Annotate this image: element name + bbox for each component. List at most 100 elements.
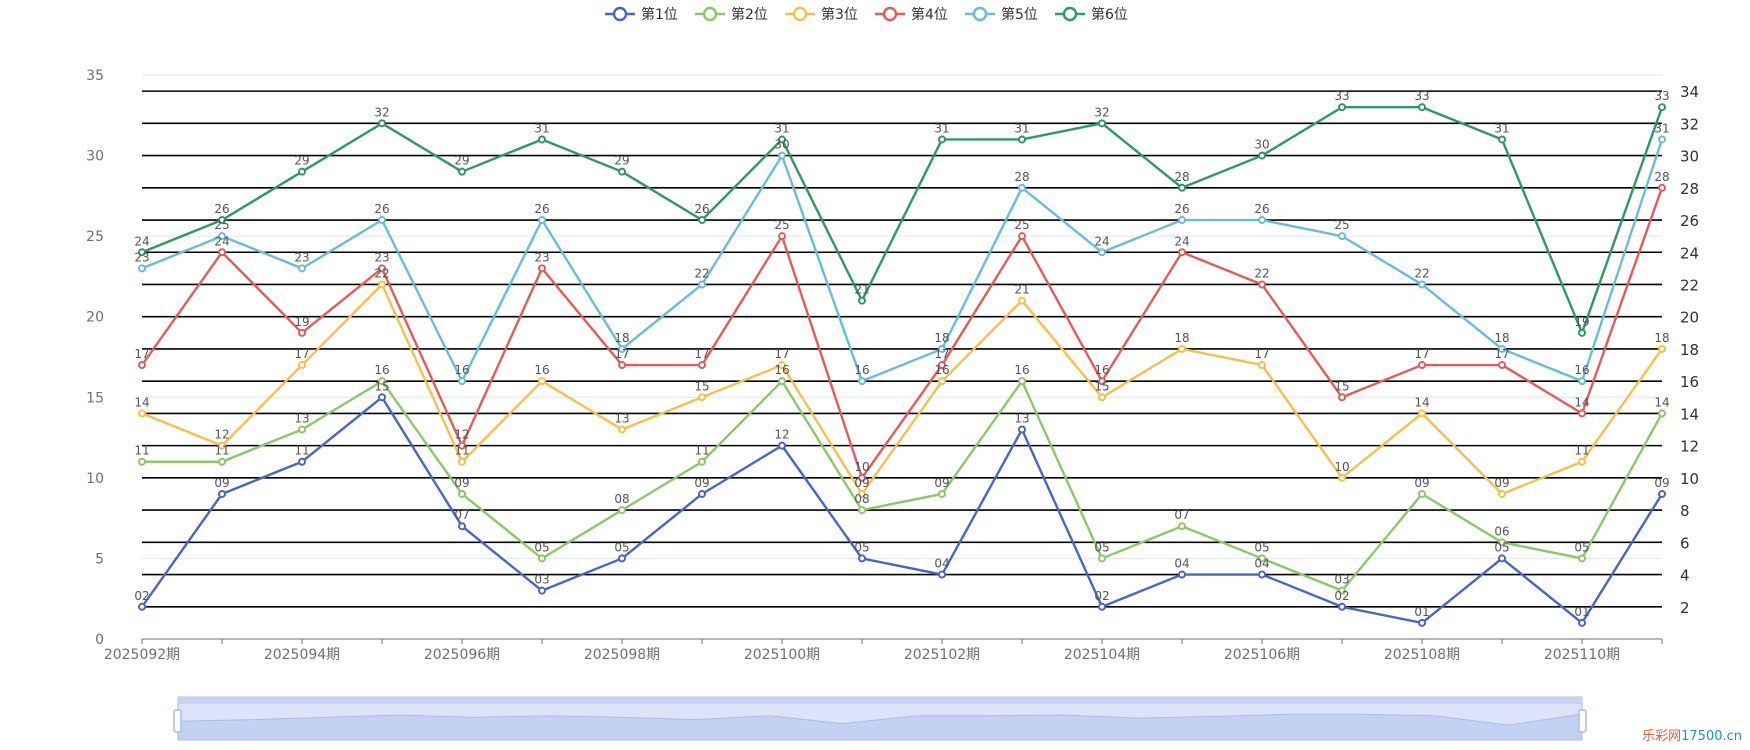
data-point xyxy=(1098,393,1106,402)
data-point xyxy=(778,361,786,370)
data-point xyxy=(138,248,146,257)
data-label: 30 xyxy=(1254,138,1269,152)
legend-label: 第3位 xyxy=(821,6,858,23)
legend-label: 第2位 xyxy=(731,6,768,23)
y-right-tick-label: 18 xyxy=(1680,341,1699,359)
data-label: 21 xyxy=(854,283,869,297)
data-point xyxy=(218,216,226,225)
data-label: 28 xyxy=(1014,170,1029,184)
data-label: 28 xyxy=(1654,170,1669,184)
series-line-6 xyxy=(141,106,1664,335)
data-point xyxy=(1178,183,1186,192)
legend-marker-icon xyxy=(612,6,628,22)
data-label: 23 xyxy=(294,250,309,264)
data-label: 02 xyxy=(134,589,149,603)
data-point xyxy=(938,344,946,353)
data-point xyxy=(538,554,546,563)
data-label: 09 xyxy=(454,476,469,490)
data-point xyxy=(378,393,386,402)
data-point xyxy=(1498,489,1506,498)
data-point xyxy=(1418,489,1426,498)
data-point xyxy=(218,232,226,241)
data-point xyxy=(858,554,866,563)
zoom-slider[interactable] xyxy=(173,696,1587,741)
data-label: 15 xyxy=(374,379,389,393)
data-label: 11 xyxy=(454,444,469,458)
slider-left-handle[interactable] xyxy=(173,709,182,733)
data-point xyxy=(1578,618,1586,627)
x-tick-label: 2025110期 xyxy=(1544,647,1620,663)
data-label: 29 xyxy=(294,154,309,168)
data-point xyxy=(1498,344,1506,353)
data-point xyxy=(698,489,706,498)
data-point xyxy=(538,586,546,595)
data-label: 22 xyxy=(1414,266,1429,280)
data-point xyxy=(1178,522,1186,531)
legend-item-1[interactable]: 第1位 xyxy=(605,6,678,23)
data-label: 16 xyxy=(934,363,949,377)
legend-item-5[interactable]: 第5位 xyxy=(965,6,1038,23)
data-label: 31 xyxy=(1494,121,1509,135)
data-point xyxy=(218,248,226,257)
data-label: 17 xyxy=(1254,347,1269,361)
x-tick-label: 2025100期 xyxy=(744,647,820,663)
legend-marker-icon xyxy=(882,6,898,22)
data-label: 14 xyxy=(134,395,149,409)
legend-item-3[interactable]: 第3位 xyxy=(785,6,858,23)
data-label: 04 xyxy=(1254,557,1269,571)
data-point xyxy=(1498,361,1506,370)
data-label: 25 xyxy=(214,218,229,232)
data-label: 16 xyxy=(1094,363,1109,377)
legend-marker-icon xyxy=(702,6,718,22)
series-line-3 xyxy=(141,283,1663,496)
data-label: 23 xyxy=(134,250,149,264)
data-point xyxy=(458,441,466,450)
slider-right-handle[interactable] xyxy=(1578,709,1587,733)
data-label: 13 xyxy=(1014,412,1029,426)
y-left-tick-label: 20 xyxy=(86,310,104,326)
data-label: 18 xyxy=(1494,331,1509,345)
data-point xyxy=(698,216,706,225)
data-label: 19 xyxy=(1574,315,1589,329)
data-point xyxy=(1018,377,1026,386)
data-point xyxy=(1178,344,1186,353)
legend-item-6[interactable]: 第6位 xyxy=(1055,6,1128,23)
data-label: 22 xyxy=(694,266,709,280)
series-line-5 xyxy=(141,139,1664,383)
data-label: 17 xyxy=(614,347,629,361)
data-label: 18 xyxy=(934,331,949,345)
data-label: 25 xyxy=(1334,218,1349,232)
legend[interactable]: 第1位 第2位 第3位 第4位 第5位 第6位 xyxy=(605,6,1128,23)
data-point xyxy=(1578,377,1586,386)
data-label: 33 xyxy=(1334,89,1349,103)
data-label: 22 xyxy=(374,266,389,280)
data-label: 05 xyxy=(1494,540,1509,554)
data-point xyxy=(858,473,866,482)
data-label: 11 xyxy=(1574,444,1589,458)
data-point xyxy=(698,457,706,466)
data-point xyxy=(1178,570,1186,579)
data-point xyxy=(778,151,786,160)
data-point xyxy=(1338,393,1346,402)
data-label: 25 xyxy=(1014,218,1029,232)
y-left-tick-label: 0 xyxy=(95,632,104,648)
data-point xyxy=(1658,135,1666,144)
data-label: 17 xyxy=(1414,347,1429,361)
data-label: 17 xyxy=(1494,347,1509,361)
data-point xyxy=(458,167,466,176)
data-point xyxy=(138,361,146,370)
data-label: 16 xyxy=(534,363,549,377)
slider-top-bar[interactable] xyxy=(178,697,1582,704)
data-label: 33 xyxy=(1414,89,1429,103)
legend-item-4[interactable]: 第4位 xyxy=(875,6,948,23)
data-label: 09 xyxy=(1414,476,1429,490)
y-right-tick-label: 6 xyxy=(1680,534,1690,552)
legend-item-2[interactable]: 第2位 xyxy=(695,6,768,23)
data-point xyxy=(1338,586,1346,595)
data-label: 17 xyxy=(694,347,709,361)
data-point xyxy=(1418,280,1426,289)
data-point xyxy=(1018,232,1026,241)
data-label: 26 xyxy=(694,202,709,216)
watermark-domain: 17500.cn xyxy=(1681,729,1742,744)
